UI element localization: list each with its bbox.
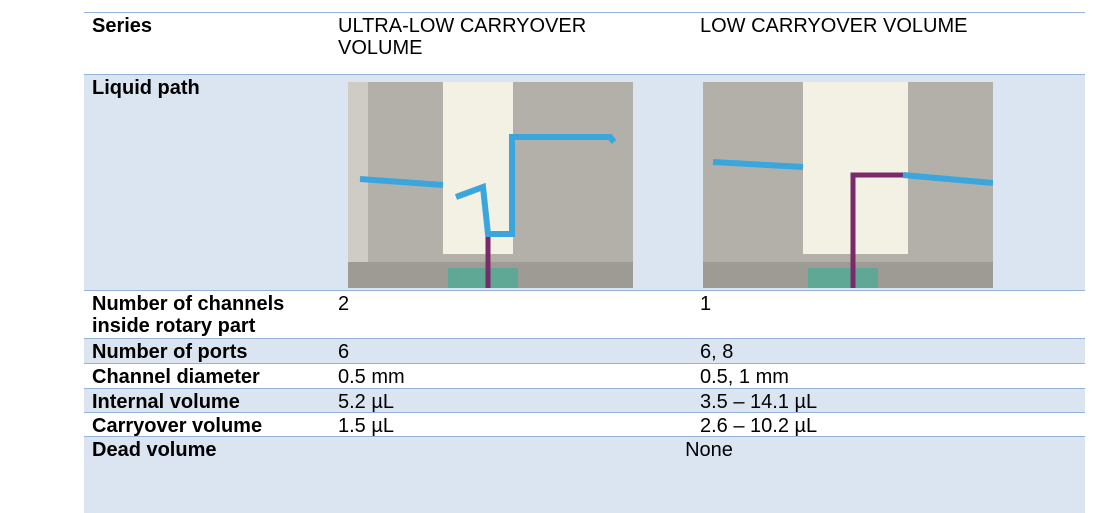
row-label: Liquid path: [92, 75, 322, 99]
cell: 1.5 µL: [338, 413, 638, 437]
cell: None: [338, 437, 1080, 461]
table-row: Number of channels inside rotary part 2 …: [84, 290, 1085, 338]
table-row: Carryover volume 1.5 µL 2.6 – 10.2 µL: [84, 412, 1085, 436]
table-row: Dead volume None: [84, 436, 1085, 513]
table-row: Internal volume 5.2 µL 3.5 – 14.1 µL: [84, 388, 1085, 412]
cell: 0.5 mm: [338, 364, 638, 388]
table-row: Channel diameter 0.5 mm 0.5, 1 mm: [84, 363, 1085, 388]
row-label: Dead volume: [92, 437, 322, 461]
header-cell: LOW CARRYOVER VOLUME: [700, 13, 1080, 37]
cell: 3.5 – 14.1 µL: [700, 389, 1080, 413]
row-label: Number of ports: [92, 339, 322, 363]
row-label: Carryover volume: [92, 413, 322, 437]
row-label: Number of channels inside rotary part: [92, 291, 322, 337]
cell: 6: [338, 339, 638, 363]
row-label: Internal volume: [92, 389, 322, 413]
cell: 5.2 µL: [338, 389, 638, 413]
cell: 1: [700, 291, 1080, 315]
liquid-path-image: [348, 82, 633, 288]
cell: 2: [338, 291, 638, 315]
header-row: Series ULTRA-LOW CARRYOVER VOLUME LOW CA…: [84, 12, 1085, 74]
header-cell: ULTRA-LOW CARRYOVER VOLUME: [338, 13, 638, 59]
cell: 2.6 – 10.2 µL: [700, 413, 1080, 437]
page: Series ULTRA-LOW CARRYOVER VOLUME LOW CA…: [0, 0, 1110, 513]
row-label: Channel diameter: [92, 364, 322, 388]
header-cell: Series: [92, 13, 322, 37]
cell: 0.5, 1 mm: [700, 364, 1080, 388]
table-row: Number of ports 6 6, 8: [84, 338, 1085, 363]
cell: 6, 8: [700, 339, 1080, 363]
liquid-path-image: [703, 82, 993, 288]
